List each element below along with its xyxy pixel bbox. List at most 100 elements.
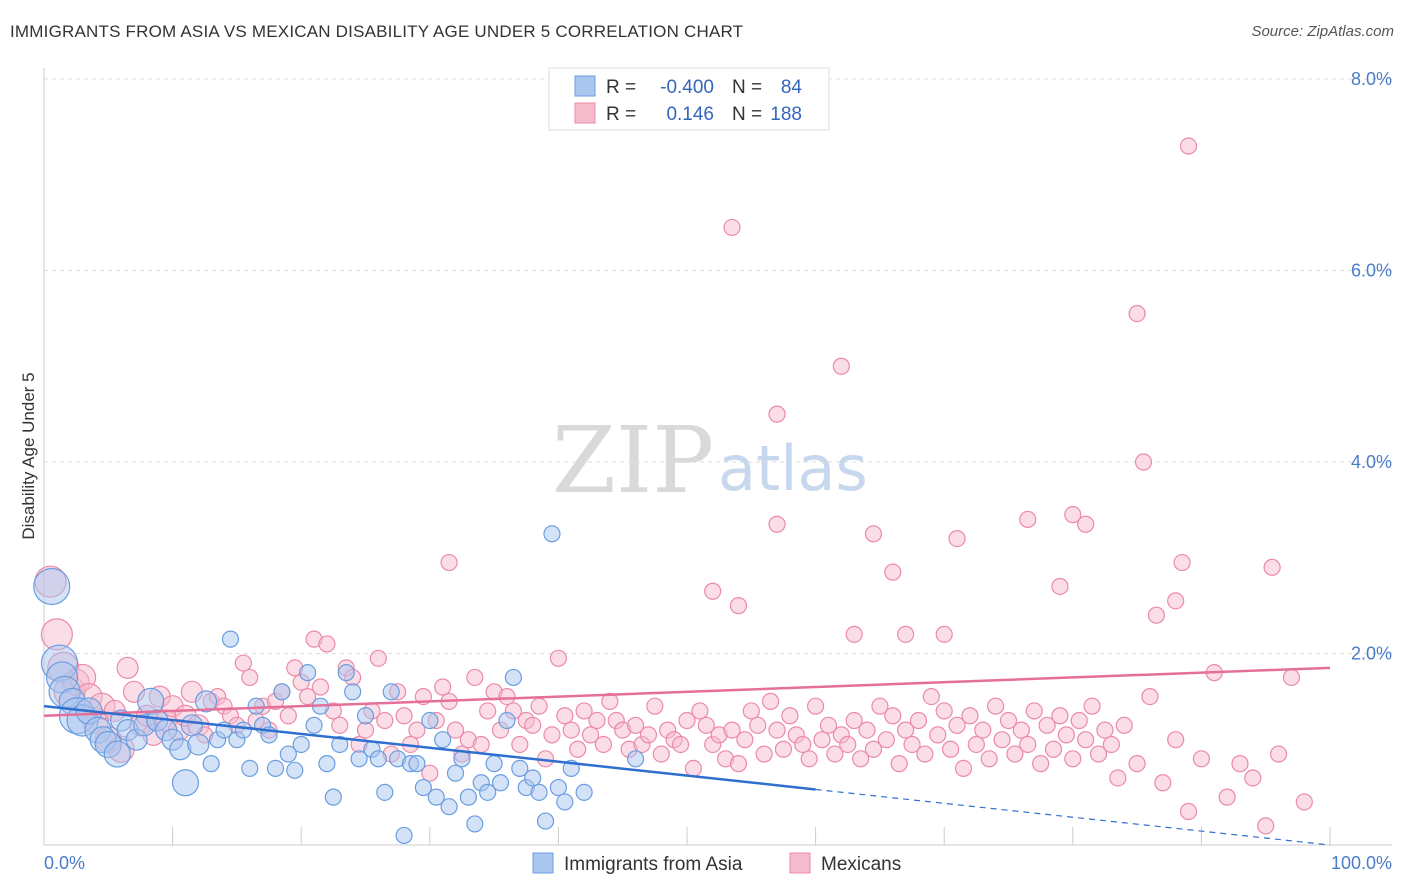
mexicans-point	[562, 721, 580, 739]
asia-point	[453, 750, 471, 768]
mexicans-point	[466, 668, 484, 687]
asia-point	[498, 711, 516, 730]
mexicans-point	[1096, 721, 1114, 739]
mexicans-point	[1173, 553, 1191, 572]
asia-trend-line-extension	[815, 788, 1331, 846]
legend-r-value-asia: -0.400	[660, 77, 714, 98]
mexicans-point	[1269, 745, 1288, 763]
legend-box	[548, 67, 830, 131]
mexicans-point	[935, 625, 953, 643]
mexicans-point	[954, 759, 973, 778]
mexicans-point	[279, 707, 297, 725]
asia-point	[459, 788, 477, 806]
bottom-label-mexicans: Mexicans	[821, 854, 901, 875]
mexicans-point	[819, 716, 838, 734]
mexicans-point	[1231, 755, 1249, 773]
y-tick-labels: 2.0% 4.0% 6.0% 8.0%	[1351, 69, 1392, 664]
mexicans-point	[241, 668, 259, 687]
mexicans-point	[813, 731, 831, 749]
trend-lines	[43, 666, 1331, 846]
mexicans-point	[1167, 592, 1185, 610]
asia-point	[434, 731, 452, 749]
legend-swatch-mexicans	[574, 102, 596, 124]
mexicans-point	[1064, 506, 1082, 524]
asia-point	[234, 721, 252, 739]
mexicans-point	[1025, 702, 1043, 720]
mexicans-point	[601, 692, 619, 710]
asia-point	[549, 778, 568, 797]
mexicans-point	[1044, 740, 1063, 758]
asia-point	[530, 783, 548, 801]
asia-point	[440, 798, 458, 816]
asia-point	[446, 764, 465, 782]
asia-point	[171, 769, 200, 797]
mexicans-point	[1218, 788, 1236, 806]
mexicans-point	[1282, 668, 1301, 687]
asia-point	[511, 759, 529, 778]
mexicans-point	[331, 716, 349, 734]
x-tick-marks	[43, 827, 1331, 845]
mexicans-point	[116, 656, 139, 679]
mexicans-point	[839, 735, 857, 754]
mexicans-point	[774, 740, 793, 758]
y-tick-label: 4.0%	[1351, 452, 1392, 472]
mexicans-point	[234, 654, 252, 672]
mexicans-point	[1128, 304, 1146, 323]
mexicans-point	[1070, 711, 1088, 730]
mexicans-point	[729, 755, 748, 773]
asia-points	[33, 525, 645, 845]
asia-point	[376, 783, 394, 801]
mexicans-point	[1006, 745, 1024, 763]
mexicans-point	[723, 721, 741, 739]
mexicans-point	[781, 707, 799, 725]
grid-layer	[44, 78, 1392, 654]
asia-point	[318, 755, 336, 773]
asia-point	[292, 735, 310, 754]
mexicans-point	[646, 697, 664, 715]
y-tick-label: 8.0%	[1351, 69, 1392, 89]
mexicans-point	[794, 735, 812, 754]
mexicans-point	[395, 707, 413, 725]
mexicans-point	[530, 697, 548, 715]
asia-point	[279, 745, 297, 763]
mexicans-point	[575, 702, 593, 720]
mexicans-point	[826, 745, 844, 763]
mexicans-point	[897, 625, 915, 643]
asia-point	[286, 761, 304, 779]
asia-point	[202, 755, 220, 773]
asia-point	[543, 525, 561, 543]
mexicans-point	[1192, 750, 1211, 768]
asia-point	[103, 740, 131, 768]
mexicans-point	[935, 702, 953, 720]
mexicans-point	[1064, 750, 1082, 768]
mexicans-point	[311, 678, 330, 696]
mexicans-point	[549, 649, 568, 667]
correlation-legend: R = -0.400 N = 84 R = 0.146 N = 188	[548, 67, 830, 131]
mexicans-point	[980, 750, 998, 768]
mexicans-point	[942, 740, 960, 758]
chart-title: IMMIGRANTS FROM ASIA VS MEXICAN DISABILI…	[10, 22, 744, 41]
asia-point	[491, 774, 510, 792]
mexicans-point	[1263, 558, 1281, 576]
mexicans-point	[1012, 721, 1030, 739]
mexicans-point	[704, 582, 722, 600]
asia-point	[356, 707, 375, 725]
mexicans-point	[1032, 755, 1050, 773]
mexicans-point	[948, 529, 966, 548]
y-tick-label: 6.0%	[1351, 261, 1392, 281]
mexicans-point	[736, 731, 754, 749]
mexicans-point	[299, 687, 317, 706]
asia-point	[485, 755, 503, 773]
mexicans-point	[845, 625, 863, 643]
asia-point	[324, 788, 342, 806]
asia-point	[305, 716, 323, 734]
mexicans-point	[768, 721, 786, 739]
legend-n-value-mexicans: 188	[770, 104, 802, 125]
mexicans-point	[922, 687, 940, 706]
mexicans-point	[440, 553, 458, 572]
mexicans-point	[897, 721, 915, 739]
mexicans-point	[1128, 755, 1146, 773]
mexicans-point	[909, 711, 928, 730]
mexicans-point	[877, 731, 895, 749]
